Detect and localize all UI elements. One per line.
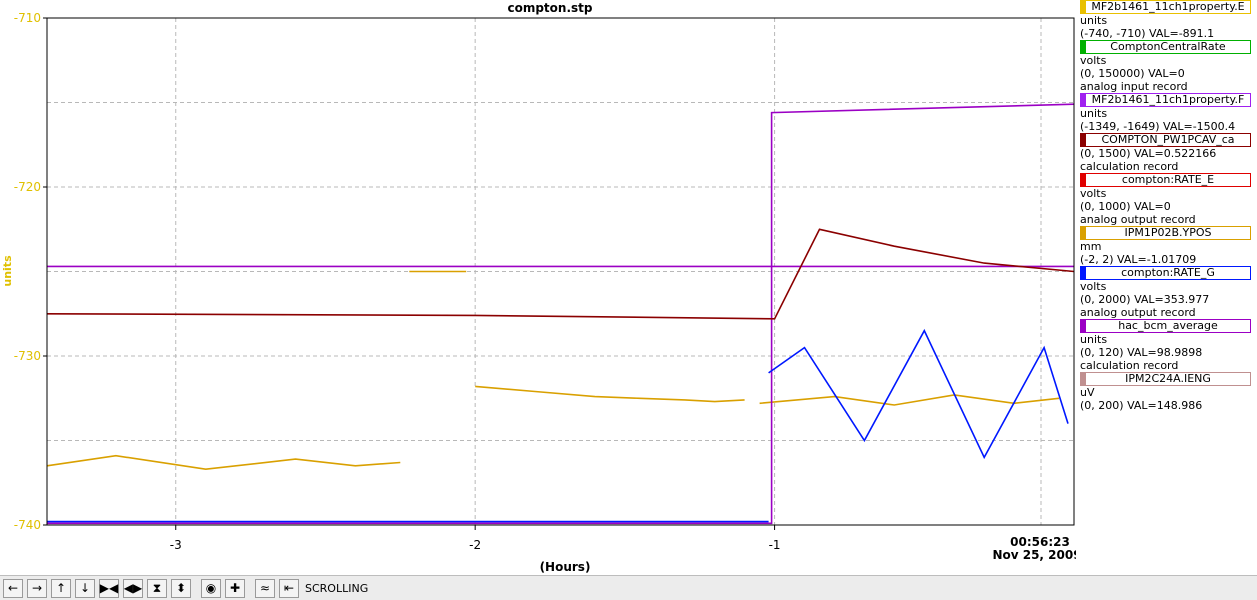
legend-label[interactable]: MF2b1461_11ch1property.E	[1080, 0, 1251, 14]
time-label: 00:56:23	[1010, 535, 1070, 549]
x-tick-label: -3	[170, 538, 182, 552]
compress-vertical-icon: ⬍	[175, 581, 187, 595]
legend-detail: units	[1080, 107, 1108, 120]
arrow-down-icon: ↓	[79, 581, 91, 595]
legend-entry[interactable]: hac_bcm_average units (0, 120) VAL=98.9898…	[1076, 319, 1257, 372]
compress-horizontal-button[interactable]: ◀▶	[123, 578, 143, 598]
arrow-left-button[interactable]: ←	[3, 578, 23, 598]
add-icon: ✚	[229, 581, 241, 595]
series-line-1-seg-3	[475, 385, 745, 403]
y-axis-label: units	[1, 255, 14, 287]
series-line-3-seg-1	[46, 228, 1075, 320]
arrow-right-button[interactable]: →	[27, 578, 47, 598]
legend-label[interactable]: COMPTON_PW1PCAV_ca	[1080, 133, 1251, 147]
legend-label[interactable]: IPM1P02B.YPOS	[1080, 226, 1251, 240]
status-text: SCROLLING	[305, 581, 369, 595]
legend-detail: calculation record	[1080, 359, 1179, 372]
legend: MF2b1461_11ch1property.E units (-740, -710…	[1076, 0, 1257, 575]
toolbar: ← → ↑ ↓ ▶◀ ◀▶ ⧗ ⬍ ◉ ✚ ≈ ⇤ SCROLLING	[0, 575, 1257, 600]
expand-horizontal-button[interactable]: ▶◀	[99, 578, 119, 598]
legend-detail: (0, 1000) VAL=0	[1080, 200, 1171, 213]
legend-detail: analog output record	[1080, 306, 1196, 319]
legend-entry[interactable]: compton:RATE_G volts (0, 2000) VAL=353.977…	[1076, 266, 1257, 319]
legend-detail: volts	[1080, 54, 1107, 67]
legend-label[interactable]: ComptonCentralRate	[1080, 40, 1251, 54]
legend-detail: volts	[1080, 280, 1107, 293]
legend-detail: (0, 2000) VAL=353.977	[1080, 293, 1210, 306]
legend-label[interactable]: MF2b1461_11ch1property.F	[1080, 93, 1251, 107]
x-tick-label: -2	[469, 538, 481, 552]
add-button[interactable]: ✚	[225, 578, 245, 598]
legend-detail: calculation record	[1080, 160, 1179, 173]
legend-entry[interactable]: COMPTON_PW1PCAV_ca (0, 1500) VAL=0.522166…	[1076, 133, 1257, 173]
legend-detail: volts	[1080, 187, 1107, 200]
legend-detail: (0, 200) VAL=148.986	[1080, 399, 1203, 412]
scroll-end-icon: ⇤	[283, 581, 295, 595]
series-line-1-seg-1	[46, 454, 401, 471]
strip-chart[interactable]: compton.stp -710 -720 -730 -740 -3 -2 -1 unit…	[0, 0, 1076, 575]
legend-label[interactable]: hac_bcm_average	[1080, 319, 1251, 333]
arrow-left-icon: ←	[7, 581, 19, 595]
expand-horizontal-icon: ▶◀	[99, 581, 119, 595]
expand-vertical-button[interactable]: ⧗	[147, 578, 167, 598]
record-button[interactable]: ◉	[201, 578, 221, 598]
y-tick-label: -710	[14, 11, 41, 25]
x-axis-label: (Hours)	[540, 560, 591, 574]
legend-label[interactable]: IPM2C24A.IENG	[1080, 372, 1251, 386]
legend-detail: units	[1080, 333, 1108, 346]
arrow-right-icon: →	[31, 581, 43, 595]
compress-vertical-button[interactable]: ⬍	[171, 578, 191, 598]
legend-detail: (0, 1500) VAL=0.522166	[1080, 147, 1217, 160]
arrow-up-icon: ↑	[55, 581, 67, 595]
x-tick-label: -1	[769, 538, 781, 552]
series-line-4-seg-2	[768, 328, 1069, 460]
scroll-end-button[interactable]: ⇤	[279, 578, 299, 598]
legend-detail: (-1349, -1649) VAL=-1500.4	[1080, 120, 1236, 133]
legend-detail: (-2, 2) VAL=-1.01709	[1080, 253, 1197, 266]
record-icon: ◉	[205, 581, 217, 595]
legend-entry[interactable]: IPM2C24A.IENG uV (0, 200) VAL=148.986	[1076, 372, 1257, 412]
legend-label[interactable]: compton:RATE_E	[1080, 173, 1251, 187]
arrow-down-button[interactable]: ↓	[75, 578, 95, 598]
autoscale-button[interactable]: ≈	[255, 578, 275, 598]
y-tick-label: -720	[14, 180, 41, 194]
legend-entry[interactable]: ComptonCentralRate volts (0, 150000) VAL=0…	[1076, 40, 1257, 93]
legend-entry[interactable]: IPM1P02B.YPOS mm (-2, 2) VAL=-1.01709	[1076, 226, 1257, 266]
chart-title: compton.stp	[507, 1, 592, 15]
legend-detail: (0, 150000) VAL=0	[1080, 67, 1185, 80]
date-label: Nov 25, 2009	[992, 548, 1076, 562]
legend-detail: (0, 120) VAL=98.9898	[1080, 346, 1203, 359]
series-line-1-seg-4	[759, 394, 1060, 406]
legend-entry[interactable]: compton:RATE_E volts (0, 1000) VAL=0 analog…	[1076, 173, 1257, 226]
legend-entry[interactable]: MF2b1461_11ch1property.E units (-740, -710…	[1076, 0, 1257, 40]
y-tick-label: -730	[14, 349, 41, 363]
legend-detail: mm	[1080, 240, 1102, 253]
compress-horizontal-icon: ◀▶	[123, 581, 143, 595]
legend-entry[interactable]: MF2b1461_11ch1property.F units (-1349, -16…	[1076, 93, 1257, 133]
autoscale-icon: ≈	[259, 581, 271, 595]
legend-detail: analog input record	[1080, 80, 1188, 93]
legend-detail: units	[1080, 14, 1108, 27]
y-tick-label: -740	[14, 518, 41, 532]
legend-label[interactable]: compton:RATE_G	[1080, 266, 1251, 280]
arrow-up-button[interactable]: ↑	[51, 578, 71, 598]
legend-detail: uV	[1080, 386, 1095, 399]
legend-detail: analog output record	[1080, 213, 1196, 226]
expand-vertical-icon: ⧗	[152, 580, 162, 595]
legend-detail: (-740, -710) VAL=-891.1	[1080, 27, 1215, 40]
series-line-2-seg-1	[47, 103, 1075, 525]
